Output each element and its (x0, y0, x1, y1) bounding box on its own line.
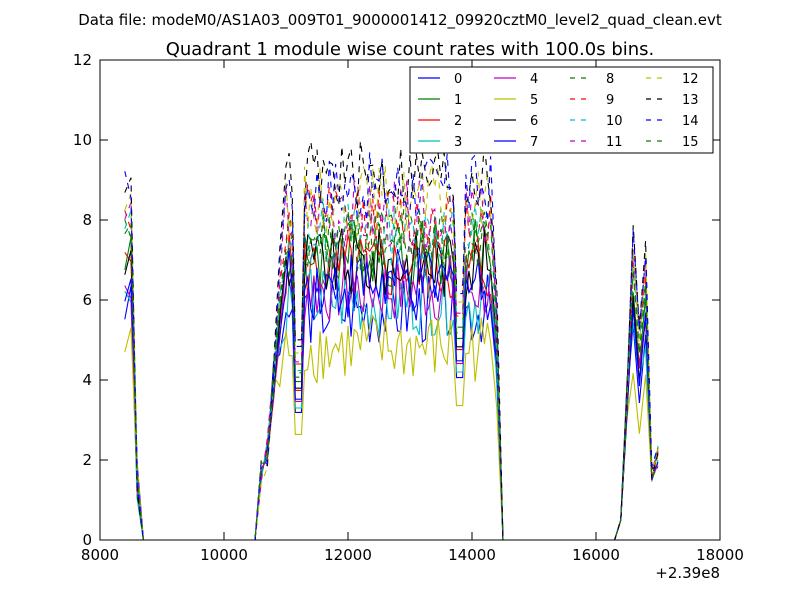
series-line-13 (124, 141, 659, 540)
x-tick-label: 12000 (324, 546, 372, 564)
x-tick-label: 14000 (448, 546, 496, 564)
series-line-11 (124, 179, 659, 540)
y-tick-label: 0 (82, 531, 92, 549)
plot-area (124, 141, 659, 540)
y-tick-label: 8 (82, 211, 92, 229)
legend-box (409, 66, 714, 154)
legend-label-2: 2 (454, 114, 462, 129)
legend-label-9: 9 (606, 93, 614, 108)
legend-label-7: 7 (530, 135, 538, 150)
y-tick-label: 2 (82, 451, 92, 469)
series-line-14 (124, 152, 659, 540)
series-line-15 (124, 210, 659, 540)
series-line-6 (124, 228, 659, 540)
legend-label-3: 3 (454, 135, 462, 150)
legend-label-4: 4 (530, 72, 538, 87)
x-tick-label: 16000 (572, 546, 620, 564)
series-line-3 (124, 264, 659, 540)
x-tick-label: 8000 (81, 546, 119, 564)
legend-label-11: 11 (606, 135, 623, 150)
legend-label-6: 6 (530, 114, 538, 129)
legend-label-5: 5 (530, 93, 538, 108)
series-line-9 (124, 184, 659, 540)
x-tick-label: 18000 (696, 546, 744, 564)
legend-label-8: 8 (606, 72, 614, 87)
y-tick-label: 6 (82, 291, 92, 309)
x-offset-label: +2.39e8 (655, 564, 720, 582)
series-line-4 (124, 252, 659, 540)
legend-label-1: 1 (454, 93, 462, 108)
series-line-5 (124, 314, 659, 540)
chart-title: Quadrant 1 module wise count rates with … (166, 39, 655, 60)
legend-label-12: 12 (682, 72, 699, 87)
legend-label-15: 15 (682, 135, 699, 150)
legend-label-0: 0 (454, 72, 462, 87)
legend-label-14: 14 (682, 114, 699, 129)
x-tick-label: 10000 (200, 546, 248, 564)
y-tick-label: 4 (82, 371, 92, 389)
legend-label-10: 10 (606, 114, 623, 129)
y-tick-label: 10 (73, 131, 92, 149)
data-file-label: Data file: modeM0/AS1A03_009T01_90000014… (78, 11, 722, 30)
series-line-1 (124, 219, 659, 540)
y-tick-label: 12 (73, 51, 92, 69)
legend-label-13: 13 (682, 93, 699, 108)
series-line-10 (124, 197, 659, 540)
